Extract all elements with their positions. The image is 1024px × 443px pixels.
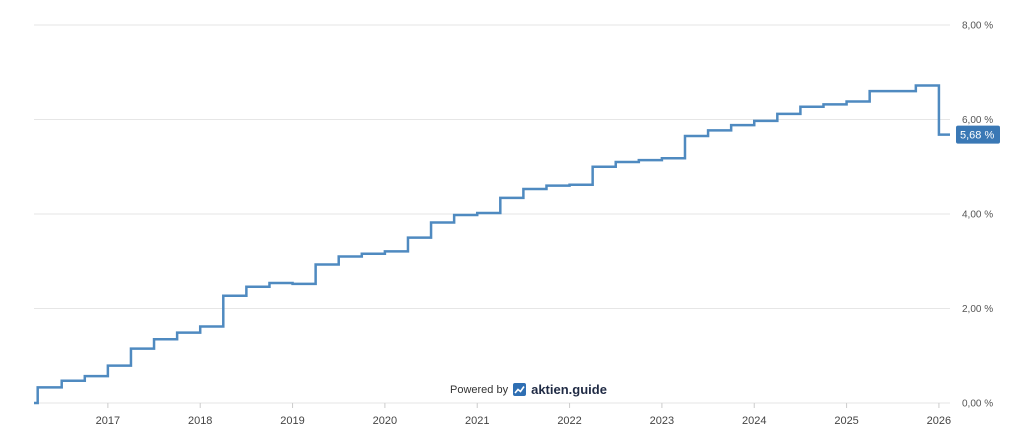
y-tick-label: 6,00 % xyxy=(962,115,993,126)
x-tick-label: 2021 xyxy=(465,415,489,427)
last-value-badge: 5,68 % xyxy=(956,125,1000,144)
last-value-badge-bg xyxy=(956,125,1000,144)
x-tick-label: 2020 xyxy=(373,415,397,427)
y-tick-label: 2,00 % xyxy=(962,304,993,315)
brand-name: aktien.guide xyxy=(531,382,607,397)
last-value-label: 5,68 % xyxy=(960,130,994,142)
y-tick-label: 0,00 % xyxy=(962,399,993,410)
series-line xyxy=(34,84,950,405)
trend-logo-icon xyxy=(513,383,527,396)
x-tick-label: 2024 xyxy=(742,415,766,427)
powered-by-label: Powered by xyxy=(450,383,509,396)
x-axis: 2017 2018 2019 2020 2021 2022 2023 2024 2025 2026 xyxy=(96,403,951,427)
x-tick-label: 2023 xyxy=(650,415,674,427)
powered-by-watermark[interactable]: Powered by aktien.guide xyxy=(450,382,607,397)
y-axis: 0,00 % 2,00 % 4,00 % 6,00 % 8,00 % xyxy=(962,21,993,410)
x-tick-label: 2026 xyxy=(927,415,951,427)
y-tick-label: 8,00 % xyxy=(962,21,993,32)
x-tick-label: 2018 xyxy=(188,415,212,427)
x-tick-label: 2017 xyxy=(96,415,120,427)
x-tick-label: 2019 xyxy=(280,415,304,427)
x-tick-label: 2025 xyxy=(834,415,858,427)
x-tick-label: 2022 xyxy=(557,415,581,427)
y-tick-label: 4,00 % xyxy=(962,210,993,221)
